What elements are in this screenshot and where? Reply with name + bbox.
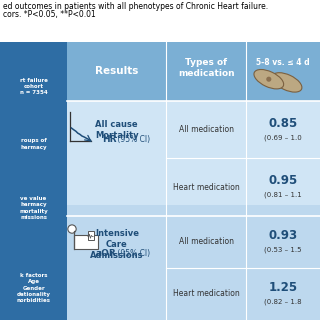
Text: Types of
medication: Types of medication bbox=[178, 58, 235, 78]
Text: All cause
Mortality: All cause Mortality bbox=[95, 120, 139, 140]
Text: 5-8 vs. ≤ 4 d: 5-8 vs. ≤ 4 d bbox=[256, 58, 310, 68]
Bar bbox=[67, 101, 320, 216]
Text: k factors
Age
Gender
dationality
norbidities: k factors Age Gender dationality norbidi… bbox=[17, 273, 51, 303]
Text: aOR: aOR bbox=[96, 249, 117, 258]
Ellipse shape bbox=[272, 73, 302, 92]
Text: Heart medication: Heart medication bbox=[173, 290, 240, 299]
Text: All medication: All medication bbox=[179, 237, 234, 246]
Text: rt failure
cohort
n = 7354: rt failure cohort n = 7354 bbox=[20, 78, 48, 95]
Text: (0.53 – 1.5: (0.53 – 1.5 bbox=[264, 247, 302, 253]
Bar bbox=[67, 205, 320, 320]
Text: (0.69 – 1.0: (0.69 – 1.0 bbox=[264, 134, 302, 141]
Text: (0.82 – 1.8: (0.82 – 1.8 bbox=[264, 299, 302, 305]
Bar bbox=[74, 235, 98, 249]
Bar bbox=[88, 231, 94, 240]
Text: (95% CI): (95% CI) bbox=[115, 135, 150, 144]
Text: Intensive
Care
Admissions: Intensive Care Admissions bbox=[90, 229, 144, 260]
Bar bbox=[0, 42, 67, 320]
Text: Heart medication: Heart medication bbox=[173, 183, 240, 192]
Text: ve value
harmacy
mortality
missions: ve value harmacy mortality missions bbox=[19, 196, 48, 220]
Text: roups of
harmacy: roups of harmacy bbox=[20, 138, 47, 149]
Text: HR: HR bbox=[102, 135, 117, 144]
Text: All medication: All medication bbox=[179, 125, 234, 134]
Circle shape bbox=[266, 76, 271, 82]
Ellipse shape bbox=[254, 69, 284, 89]
Text: tudy: tudy bbox=[27, 20, 41, 25]
Text: 0.93: 0.93 bbox=[268, 229, 298, 242]
Text: 0.95: 0.95 bbox=[268, 174, 298, 187]
Bar bbox=[67, 42, 320, 101]
Text: 1.25: 1.25 bbox=[268, 281, 298, 294]
Circle shape bbox=[68, 225, 76, 233]
Text: ed outcomes in patients with all phenotypes of Chronic Heart failure.: ed outcomes in patients with all phenoty… bbox=[3, 2, 268, 11]
Text: (0.81 – 1.1: (0.81 – 1.1 bbox=[264, 192, 302, 198]
Text: 0.85: 0.85 bbox=[268, 117, 298, 130]
Text: (95% CI): (95% CI) bbox=[115, 249, 150, 258]
Text: Results: Results bbox=[95, 66, 139, 76]
Text: cors. *P<0.05, **P<0.01: cors. *P<0.05, **P<0.01 bbox=[3, 10, 96, 19]
